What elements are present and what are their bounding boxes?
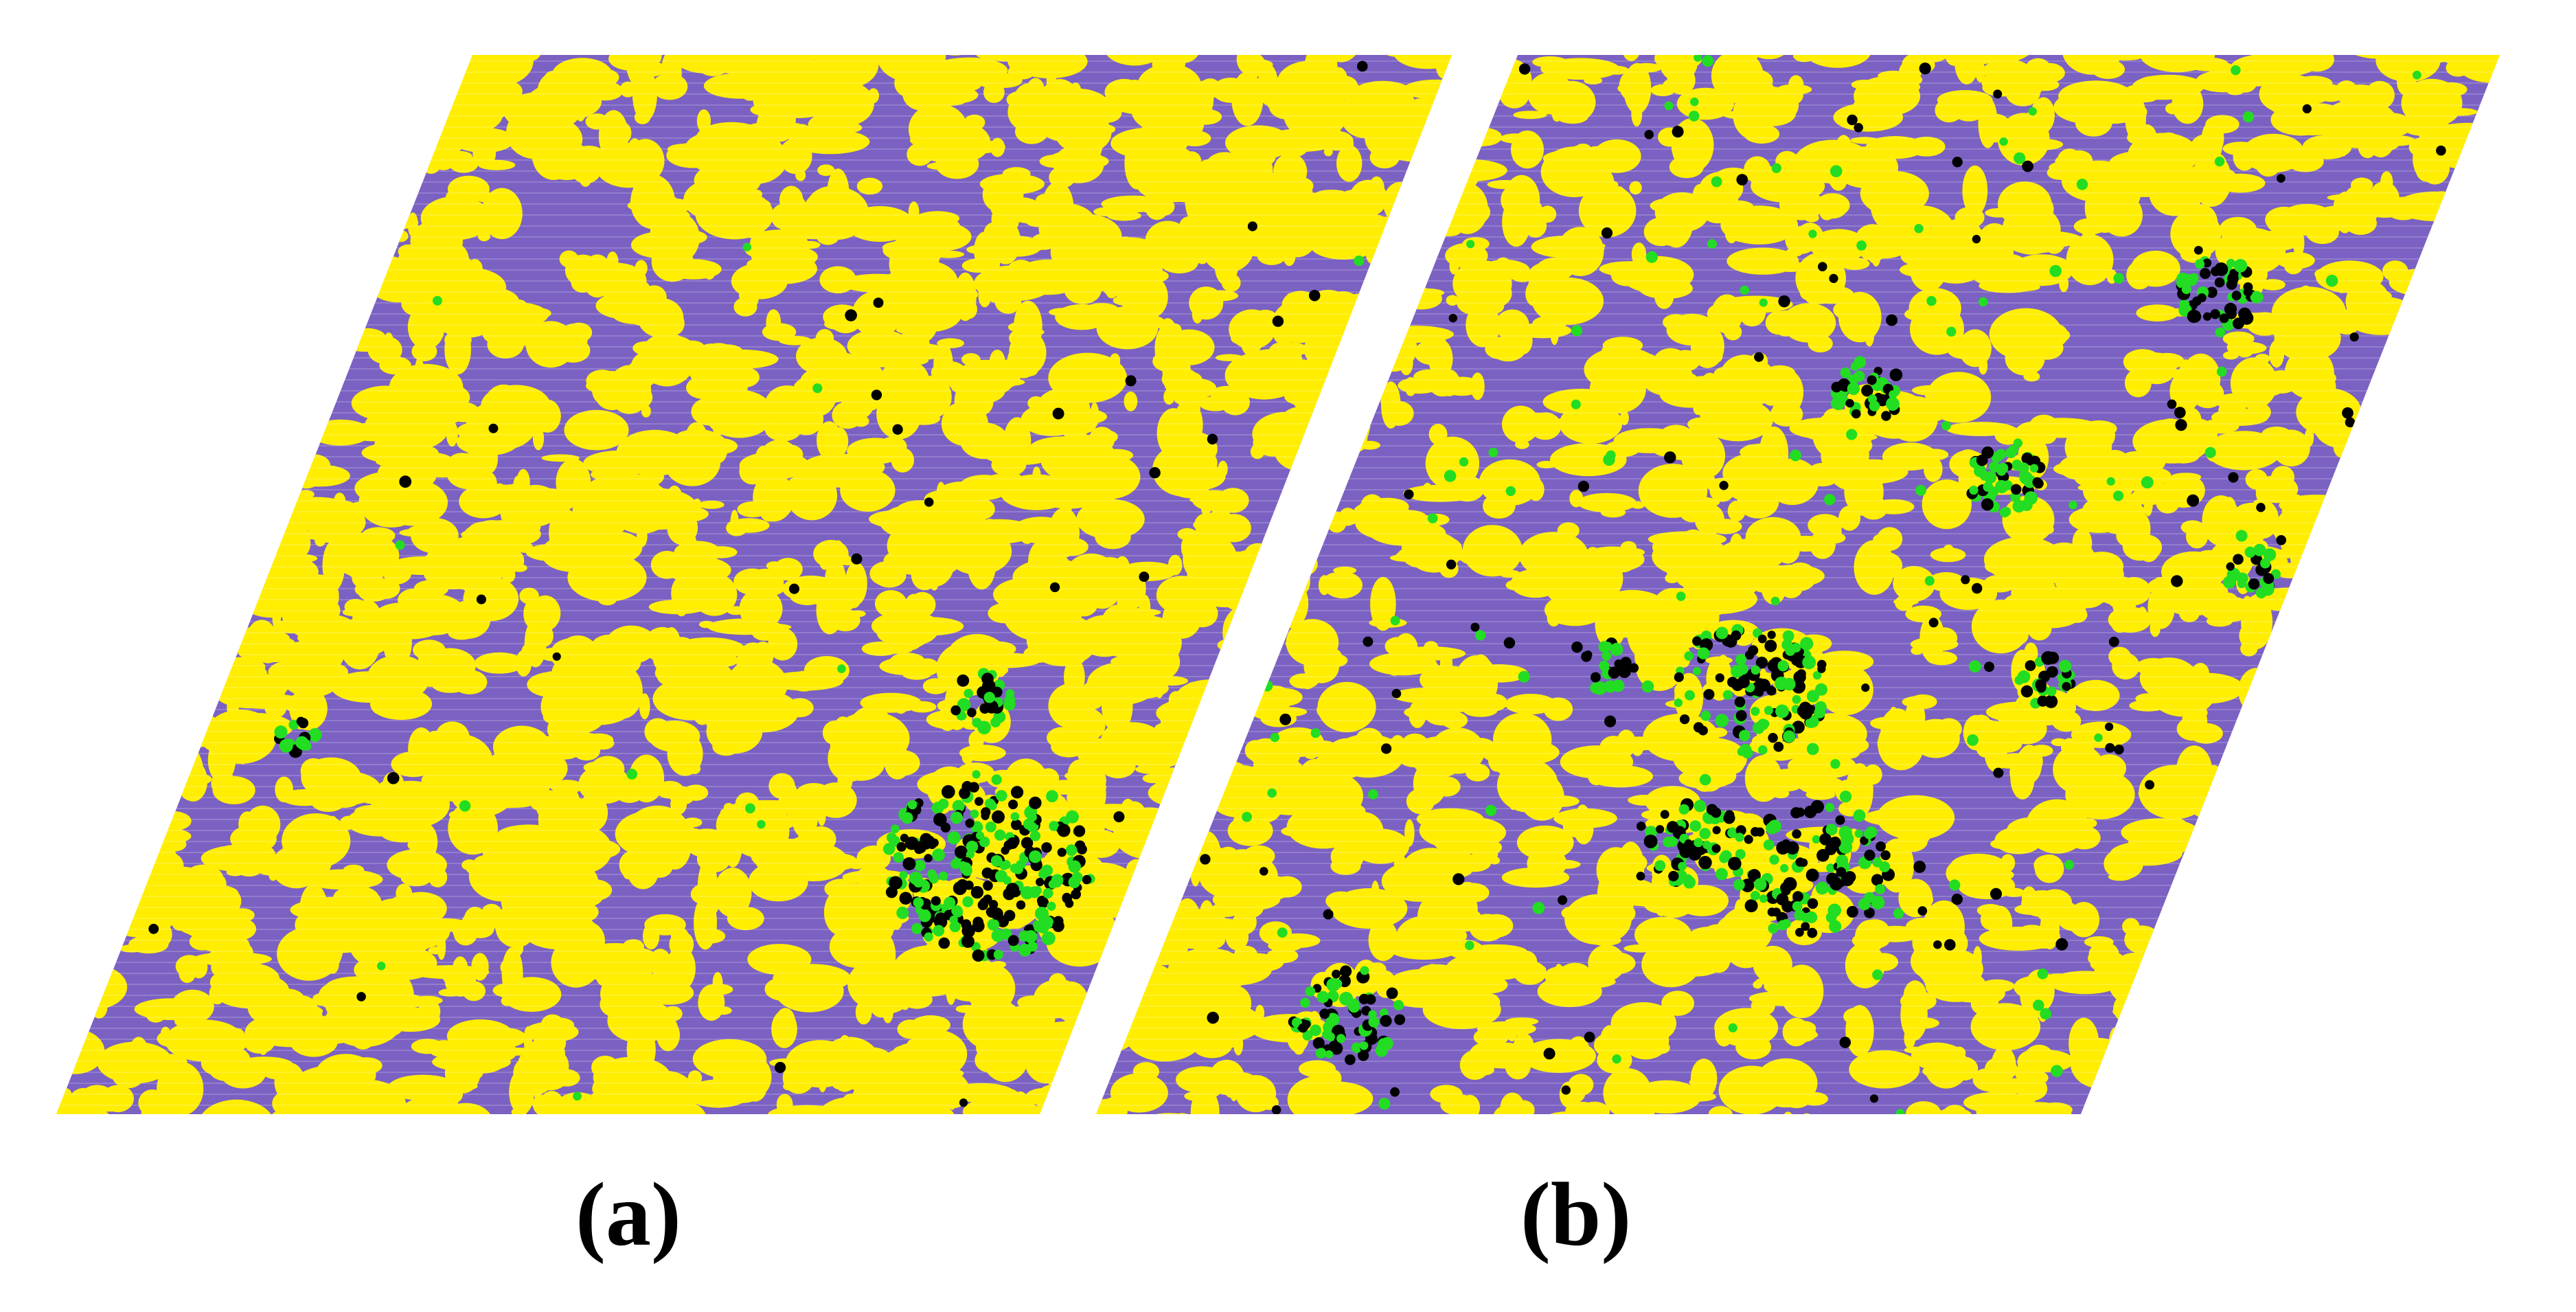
panel-label-b: (b) — [1520, 1164, 1632, 1265]
lattice-panel-a — [56, 55, 1452, 1114]
panel-label-a: (a) — [575, 1164, 681, 1265]
lattice-panel-b — [1096, 55, 2500, 1114]
